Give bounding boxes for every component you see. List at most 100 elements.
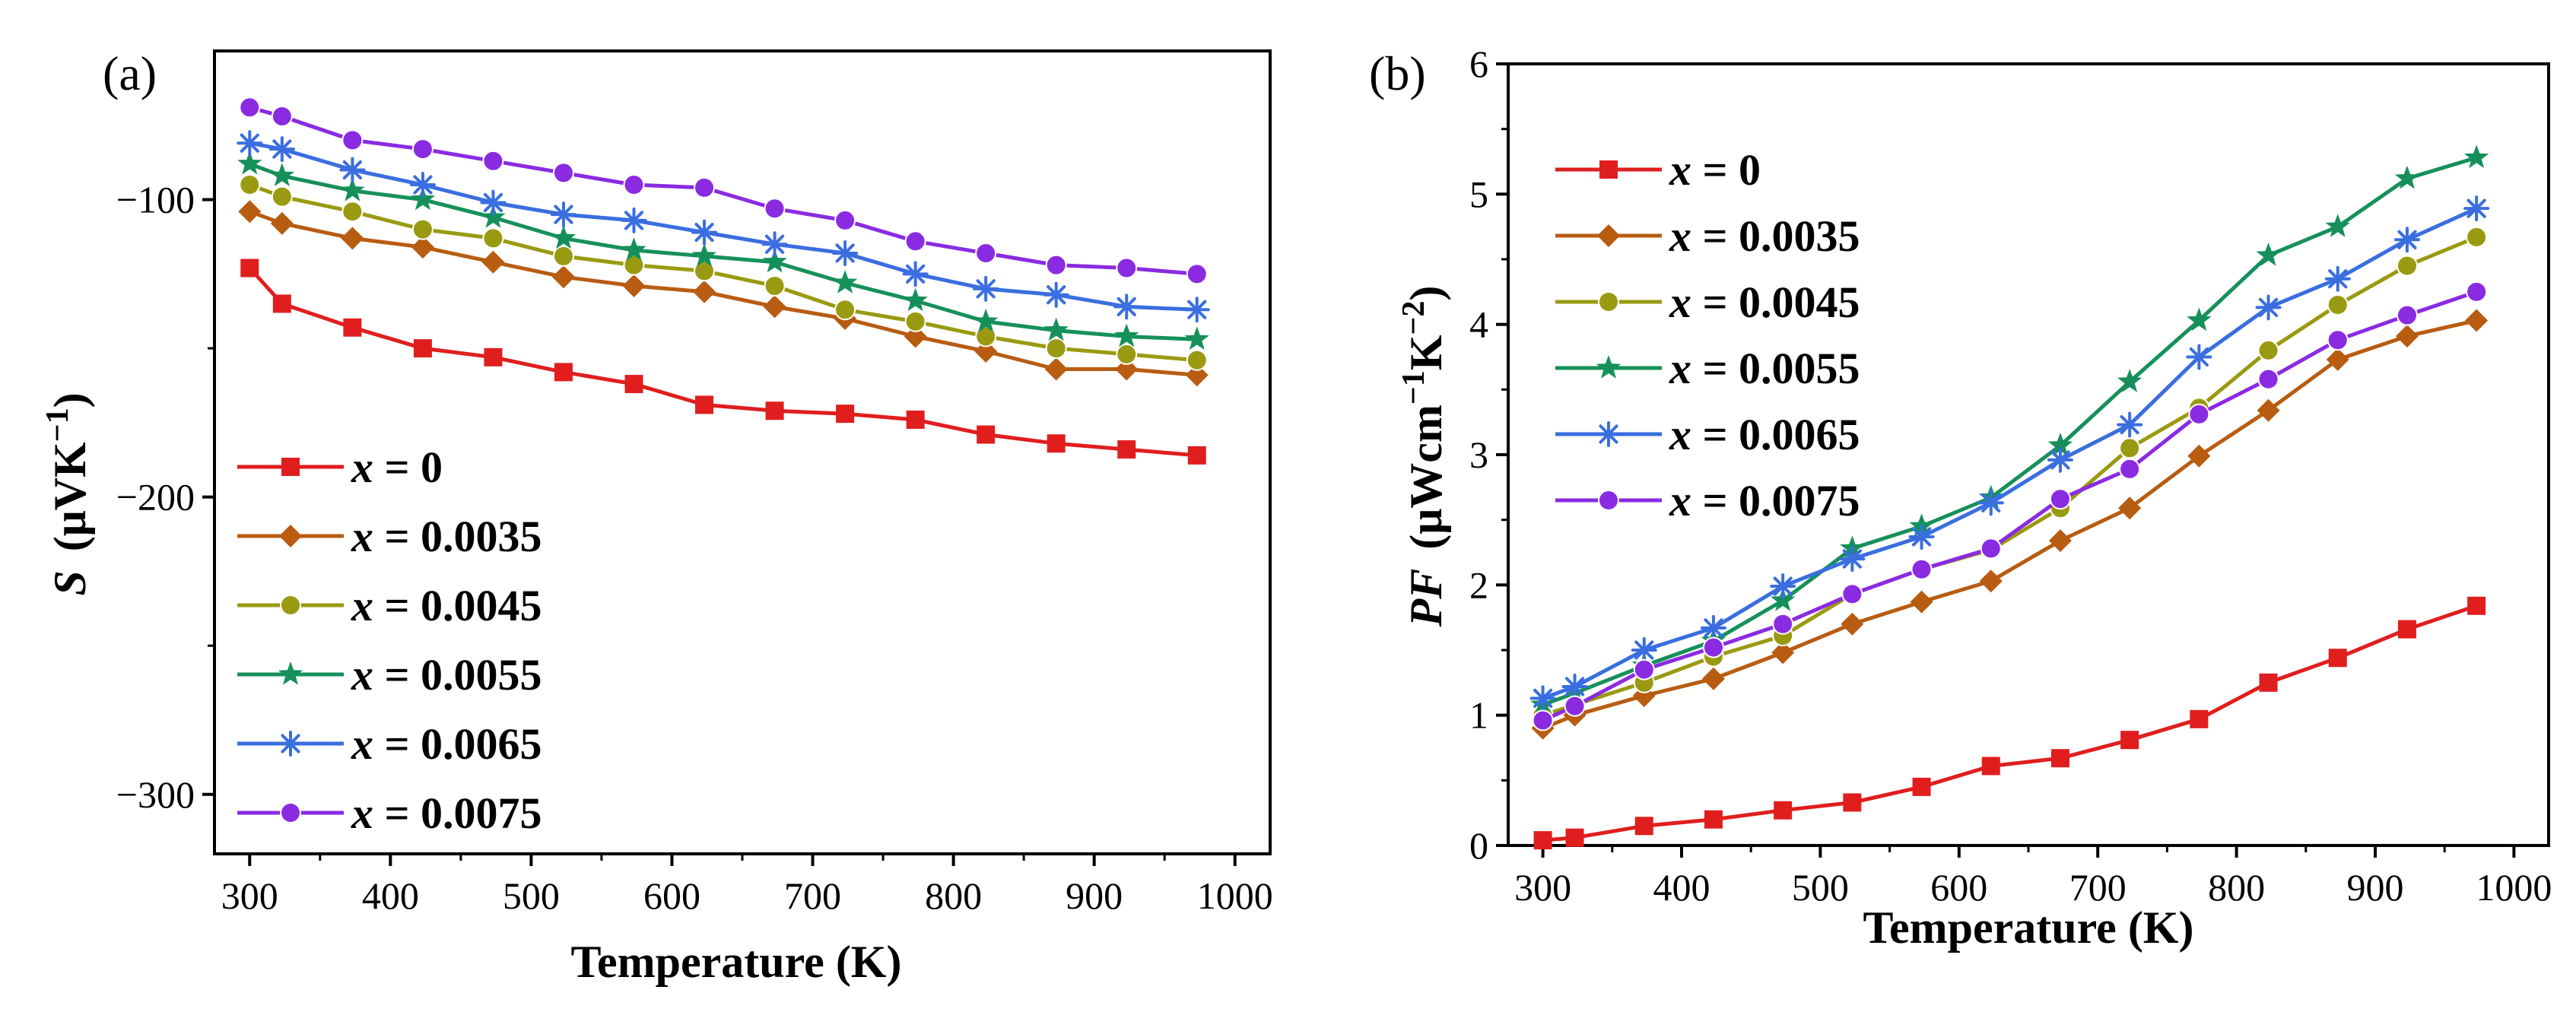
panel-a-data-point [834, 209, 856, 231]
panel-a-data-point [482, 227, 504, 249]
panel-a-data-point [272, 294, 291, 313]
panel-a-data-point [1116, 257, 1138, 279]
panel-b-legend-var: x [1669, 344, 1691, 393]
panel-a-legend-marker [278, 661, 303, 685]
panel-b-data-point [2257, 368, 2279, 390]
panel-b-series-4 [1529, 195, 2490, 712]
panel-a-data-point [691, 219, 718, 246]
panel-b-legend-item: x = 0.0045 [1555, 278, 1860, 327]
panel-b-data-point [1631, 637, 1657, 663]
panel-b-data-point [2325, 214, 2350, 237]
panel-b-data-point [1772, 613, 1794, 635]
panel-a-data-point [411, 138, 434, 160]
panel-a-data-point [974, 308, 999, 332]
panel-a-data-point [410, 186, 436, 211]
panel-b-legend-marker [1599, 160, 1618, 179]
panel-a-data-point [551, 265, 575, 289]
panel-a-y-title-exp: −1 [40, 408, 75, 442]
panel-b-data-point [1564, 695, 1586, 717]
panel-a-data-point [551, 225, 577, 249]
panel-b-legend-item: x = 0.0055 [1555, 344, 1860, 393]
panel-b-data-point [1561, 673, 1588, 700]
panel-a-data-point [238, 200, 262, 224]
panel-a-y-axis-title: S (μVK−1) [40, 392, 95, 595]
panel-b-data-point [2186, 344, 2212, 370]
panel-a-data-point [906, 410, 925, 429]
panel-b-legend-item: x = 0.0065 [1555, 410, 1860, 459]
panel-a-data-point [1186, 263, 1208, 285]
panel-b-data-point [1841, 583, 1863, 605]
panel-a-legend-marker [281, 458, 300, 476]
panel-a-data-point [411, 236, 434, 259]
panel-a-x-tick-label: 1000 [1197, 874, 1273, 917]
panel-b-x-tick-label: 600 [1930, 866, 1987, 909]
panel-b-data-point [2117, 411, 2143, 438]
panel-b-y-tick-label: 1 [1469, 694, 1488, 737]
panel-b-data-point [1843, 793, 1862, 812]
panel-b-data-point [1532, 709, 1554, 731]
panel-a-data-point [1184, 326, 1209, 351]
panel-a-series-line [249, 105, 1198, 276]
panel-a-legend-value: = 0.0055 [373, 650, 542, 700]
panel-b-y-title-exp2: −2 [1396, 301, 1431, 335]
panel-a-data-point [1115, 357, 1139, 381]
panel-b-data-point [1771, 587, 1796, 611]
panel-a-data-point [482, 150, 504, 172]
panel-b-y-title-close: ) [1401, 286, 1451, 301]
panel-b-data-point [2396, 255, 2418, 277]
panel-a-data-point [481, 250, 505, 274]
panel-b-y-title-k: K [1401, 335, 1451, 370]
panel-a-series-line [249, 162, 1197, 341]
panel-b-data-point [2327, 329, 2349, 351]
panel-b-data-point [1980, 538, 2002, 560]
panel-b-series-line [1542, 604, 2478, 842]
panel-b-axes-frame [1507, 62, 2550, 847]
panel-a-legend-label: x = 0.0055 [351, 650, 542, 700]
panel-b-data-point [2048, 529, 2072, 553]
panel-b-legend-var: x [1669, 211, 1691, 261]
panel-b-data-point [1912, 777, 1931, 796]
panel-a-data-point [764, 198, 786, 220]
panel-b-data-point [2324, 265, 2351, 292]
panel-b-data-point [1841, 612, 1864, 636]
panel-a-data-point [240, 259, 259, 278]
panel-a-data-point [623, 174, 645, 195]
panel-a-legend-var: x [351, 650, 373, 700]
panel-b-legend-marker [1598, 291, 1619, 312]
panel-b-y-title-var: PF [1401, 569, 1451, 628]
panel-a-legend-value: = 0 [373, 443, 443, 492]
panel-b-legend-label: x = 0.0075 [1669, 476, 1860, 525]
panel-b-data-point [2463, 195, 2490, 222]
panel-b-x-axis-title: Temperature (K) [1863, 903, 2194, 953]
panel-a-y-title-unit: (μVK [45, 442, 95, 551]
panel-b-data-point [2119, 437, 2141, 459]
panel-a-x-tick-label: 500 [503, 874, 560, 917]
panel-a-data-point [270, 211, 294, 235]
panel-b-legend-item: x = 0 [1555, 145, 1761, 195]
panel-a-legend-var: x [351, 719, 373, 769]
panel-b-legend-item: x = 0.0075 [1555, 476, 1860, 525]
panel-a-data-point [411, 218, 434, 240]
panel-b-data-point [1908, 523, 1935, 550]
panel-a-data-point [552, 245, 574, 267]
panel-a-data-point [1186, 349, 1208, 371]
panel-a-legend-marker [279, 525, 302, 547]
panel-a-data-point [341, 227, 364, 250]
panel-b-data-point [1770, 573, 1796, 600]
panel-a-data-point [341, 201, 364, 223]
panel-a-series-2 [239, 174, 1208, 371]
panel-b-legend-marker [1596, 355, 1622, 379]
panel-b-label: (b) [1369, 46, 1426, 100]
panel-a-y-title-var: S [45, 570, 95, 595]
panel-b-legend-value: = 0.0055 [1691, 344, 1860, 393]
panel-b-y-tick-label: 3 [1469, 433, 1488, 476]
panel-a-data-point [836, 404, 855, 424]
panel-a-data-point [339, 157, 366, 183]
panel-b-data-point [1702, 636, 1724, 658]
panel-b-data-point [2256, 242, 2281, 266]
panel-a-data-point [904, 230, 926, 252]
panel-b-data-point [2396, 304, 2418, 326]
panel-a-data-point [764, 274, 786, 297]
